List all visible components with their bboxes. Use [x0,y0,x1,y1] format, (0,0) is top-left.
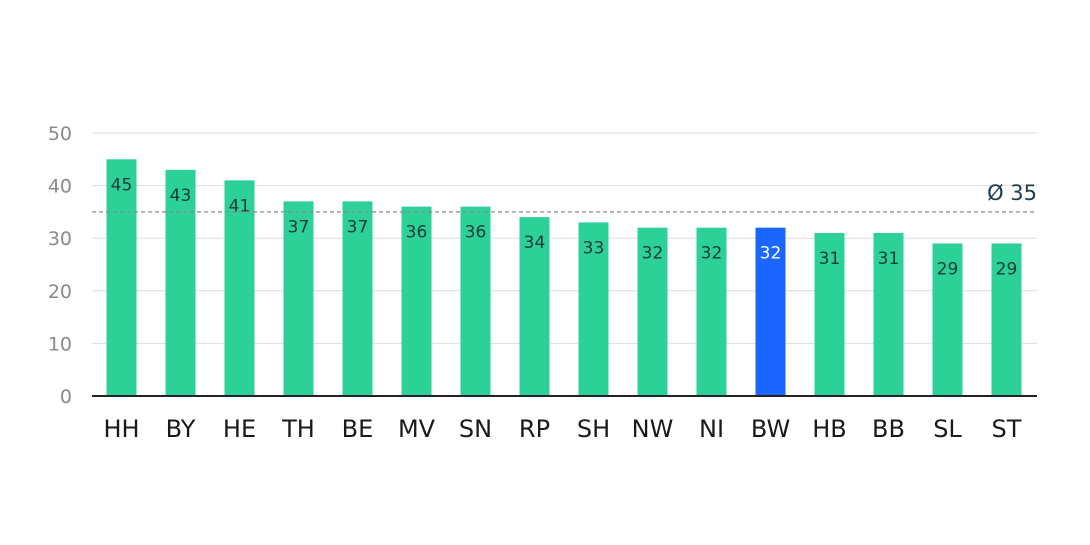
value-label-bw: 32 [760,244,782,264]
value-label-sh: 33 [583,238,605,258]
value-label-ni: 32 [701,244,723,264]
x-tick-label-th: TH [281,415,315,443]
x-tick-label-he: HE [223,415,256,443]
x-tick-label-ni: NI [699,415,724,443]
value-label-mv: 36 [406,223,428,243]
bar-hb [814,232,845,396]
bar-be [342,201,373,396]
bar-rp [519,217,550,396]
x-tick-label-sn: SN [459,415,492,443]
value-label-by: 43 [170,186,192,206]
value-labels: 45 43 41 37 37 36 36 34 33 32 32 32 31 31 29 29 [111,175,1018,279]
bar-he [224,180,255,396]
value-label-he: 41 [229,196,251,216]
x-tick-label-rp: RP [519,415,550,443]
y-tick-label: 0 [60,386,72,408]
x-tick-label-hh: HH [103,415,139,443]
x-tick-label-hb: HB [812,415,847,443]
x-tick-label-bw: BW [751,415,790,443]
y-tick-label: 10 [48,333,72,355]
value-label-st: 29 [996,259,1018,279]
value-label-hh: 45 [111,175,133,195]
bar-sl [932,243,963,396]
bar-ni [696,227,727,396]
bar-st [991,243,1022,396]
x-axis-ticks: HH BY HE TH BE MV SN RP SH NW NI BW HB BB SL ST [103,415,1021,443]
y-tick-label: 20 [48,281,72,303]
value-label-th: 37 [288,217,310,237]
x-tick-label-by: BY [166,415,196,443]
y-axis-ticks: 0 10 20 30 40 50 [48,123,72,408]
value-label-bb: 31 [878,249,900,269]
x-tick-label-st: ST [992,415,1022,443]
x-tick-label-mv: MV [398,415,436,443]
bars [106,159,1022,396]
value-label-rp: 34 [524,233,546,253]
value-label-hb: 31 [819,249,841,269]
value-label-nw: 32 [642,244,664,264]
bar-by [165,169,196,396]
average-label: Ø 35 [987,181,1037,205]
bar-nw [637,227,668,396]
bar-hh [106,159,137,396]
bar-mv [401,206,432,396]
y-tick-label: 30 [48,228,72,250]
x-tick-label-bb: BB [872,415,905,443]
x-tick-label-sh: SH [577,415,610,443]
bar-sn [460,206,491,396]
bar-bb [873,232,904,396]
value-label-be: 37 [347,217,369,237]
value-label-sn: 36 [465,223,487,243]
bar-th [283,201,314,396]
x-tick-label-be: BE [342,415,374,443]
value-label-sl: 29 [937,259,959,279]
x-tick-label-nw: NW [632,415,674,443]
y-tick-label: 50 [48,123,72,145]
x-tick-label-sl: SL [933,415,962,443]
average-line-group: Ø 35 [92,181,1037,213]
bar-sh [578,222,609,396]
y-tick-label: 40 [48,176,72,198]
bar-bw [755,227,786,396]
